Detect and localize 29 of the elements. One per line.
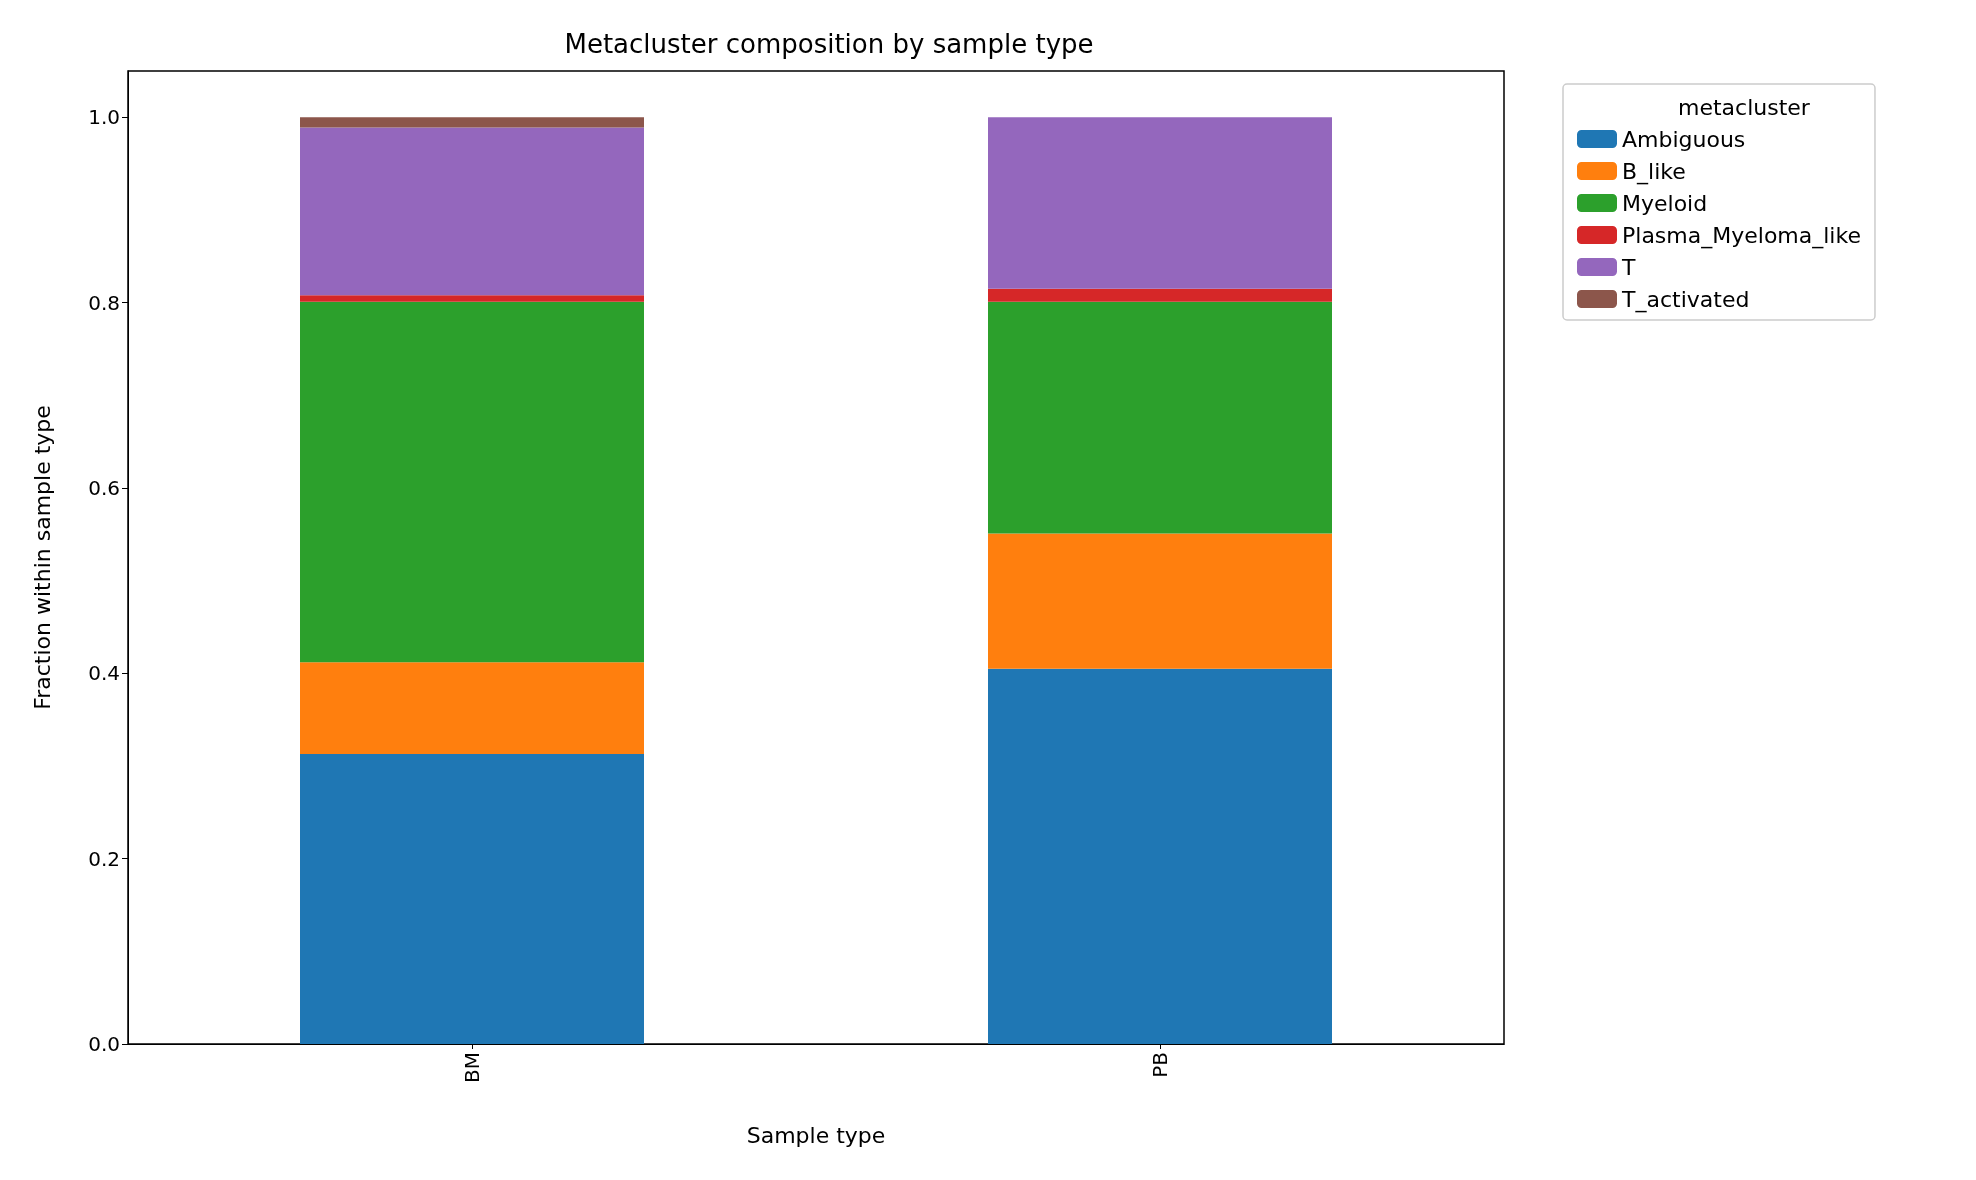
legend-title: metacluster [1678, 94, 1811, 120]
bar [300, 662, 644, 754]
x-tick-label: PB [1148, 1052, 1172, 1078]
bar [988, 301, 1332, 534]
legend-label: Myeloid [1622, 190, 1708, 216]
bar [300, 301, 644, 663]
legend-label: Plasma_Myeloma_like [1622, 222, 1861, 249]
bar [300, 127, 644, 296]
bar [988, 668, 1332, 1044]
chart-title: Metacluster composition by sample type [564, 29, 1094, 59]
bar [988, 533, 1332, 669]
y-tick-label: 0.8 [88, 290, 120, 315]
bar [300, 753, 644, 1044]
legend-label: T_activated [1621, 286, 1750, 313]
y-tick-label: 0.2 [88, 846, 120, 871]
y-tick-label: 0.4 [88, 661, 120, 686]
bar [988, 117, 1332, 289]
bar [988, 288, 1332, 302]
x-axis-title: Sample type [746, 1122, 886, 1148]
bar [300, 117, 644, 128]
legend-label: Ambiguous [1622, 126, 1746, 152]
legend-label: B_like [1622, 158, 1686, 185]
bar [300, 295, 644, 302]
y-tick-label: 1.0 [88, 105, 120, 130]
y-tick-label: 0.6 [88, 476, 120, 500]
y-axis-title: Fraction within sample type [29, 405, 55, 710]
y-tick-label: 0.0 [88, 1032, 120, 1056]
x-tick-label: BM [460, 1052, 484, 1083]
legend-label: T [1621, 254, 1636, 280]
